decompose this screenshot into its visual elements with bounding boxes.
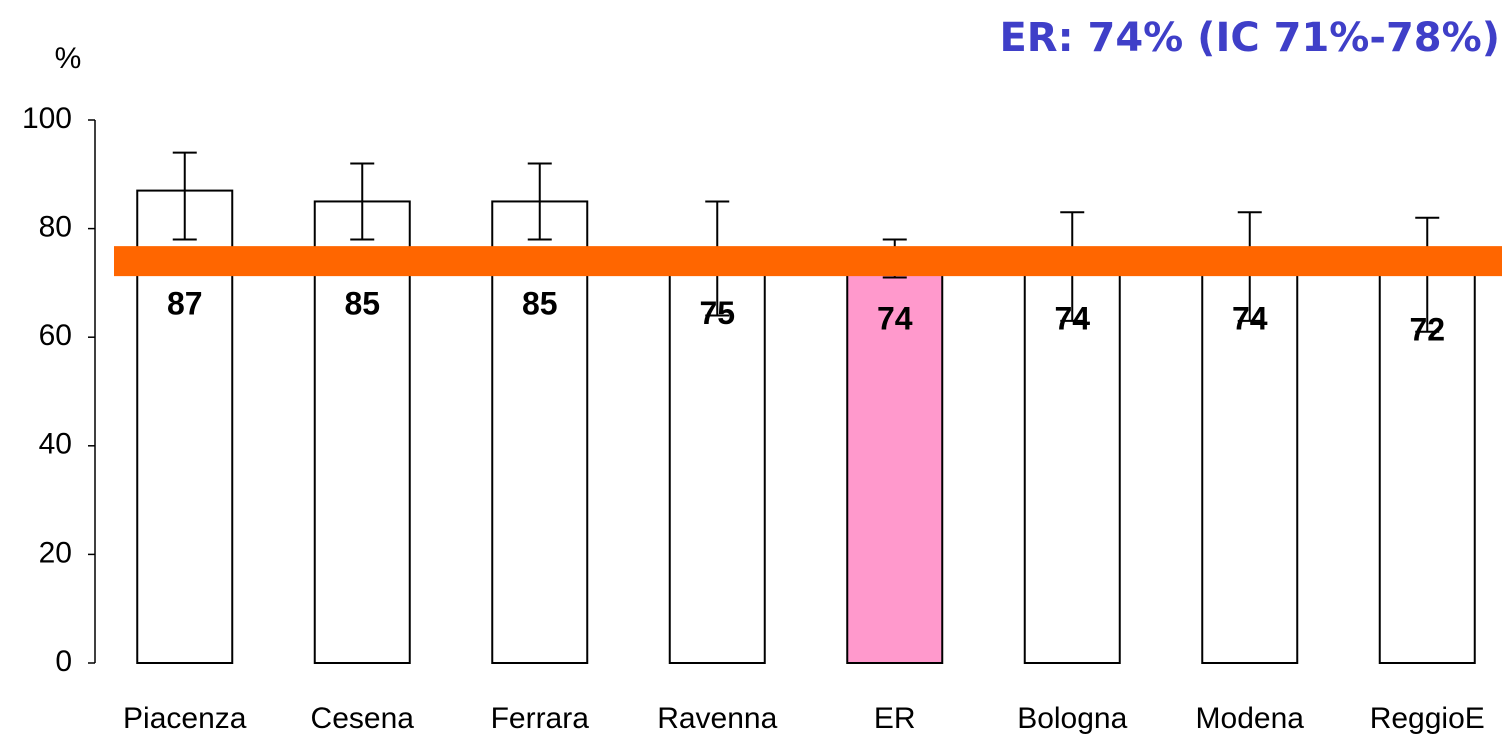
- y-tick-label: 100: [22, 102, 72, 135]
- y-tick-label: 80: [39, 211, 72, 244]
- x-tick-label: Piacenza: [123, 702, 247, 735]
- bar: [1201, 260, 1299, 664]
- y-tick-label: 0: [55, 645, 72, 678]
- y-tick-label: 40: [39, 428, 72, 461]
- data-label: 87: [167, 286, 203, 322]
- bar: [668, 254, 766, 664]
- x-tick-label: Cesena: [311, 702, 415, 735]
- y-tick-label: 60: [39, 319, 72, 352]
- bar: [313, 200, 411, 664]
- data-label: 74: [1054, 301, 1090, 337]
- data-label: 74: [877, 301, 913, 337]
- x-tick-label: Modena: [1196, 702, 1305, 735]
- x-tick-label: Bologna: [1017, 702, 1127, 735]
- y-tick-label: 20: [39, 536, 72, 569]
- x-tick-label: Ferrara: [491, 702, 590, 735]
- bar: [846, 260, 944, 664]
- y-axis-label: %: [55, 42, 82, 75]
- bar: [491, 200, 589, 664]
- x-tick-label: ReggioE: [1370, 702, 1485, 735]
- chart-title: ER: 74% (IC 71%-78%): [999, 15, 1500, 61]
- data-label: 74: [1232, 301, 1268, 337]
- data-label: 85: [344, 286, 380, 322]
- data-label: 75: [699, 295, 735, 331]
- data-label: 72: [1409, 311, 1445, 347]
- x-tick-label: Ravenna: [657, 702, 777, 735]
- data-label: 85: [522, 286, 558, 322]
- bar: [1023, 260, 1121, 664]
- bar: [1378, 271, 1476, 664]
- x-tick-label: ER: [874, 702, 916, 735]
